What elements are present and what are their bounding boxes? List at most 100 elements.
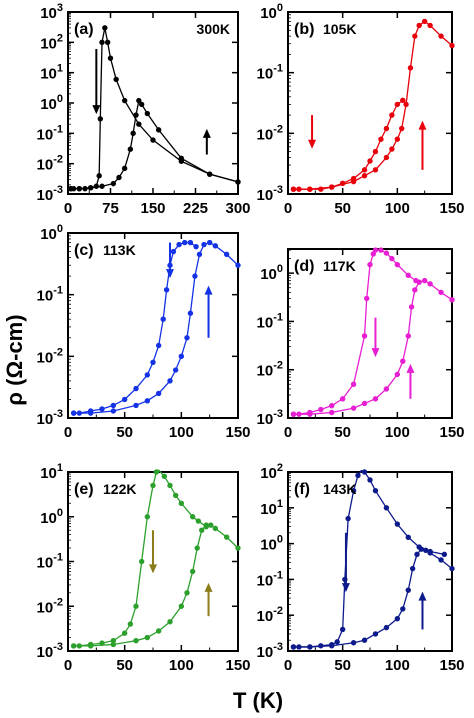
data-point xyxy=(161,473,168,480)
data-point xyxy=(150,482,156,489)
data-point xyxy=(223,534,230,540)
x-tick-label: 75 xyxy=(102,200,119,217)
y-tick-label: 10-3 xyxy=(37,641,63,661)
y-tick-label: 101 xyxy=(40,462,63,482)
data-point xyxy=(178,500,185,506)
data-point xyxy=(350,381,357,387)
data-point xyxy=(167,378,173,384)
data-point xyxy=(290,411,297,417)
data-point xyxy=(329,409,335,416)
x-tick-label: 0 xyxy=(64,200,72,217)
data-point xyxy=(121,165,128,172)
data-point xyxy=(350,640,357,646)
data-point xyxy=(307,644,313,650)
x-tick-label: 150 xyxy=(439,424,464,441)
data-point xyxy=(155,127,162,133)
data-point xyxy=(121,97,128,104)
data-point xyxy=(172,492,179,499)
data-point xyxy=(184,590,190,596)
data-point xyxy=(189,568,196,575)
arrow-head xyxy=(406,363,415,373)
x-tick-label: 150 xyxy=(439,657,464,674)
x-tick-label: 0 xyxy=(284,424,292,441)
data-point xyxy=(412,33,418,39)
data-point xyxy=(383,624,390,631)
x-tick-label: 0 xyxy=(64,657,72,674)
data-point xyxy=(110,180,117,187)
data-point xyxy=(133,112,139,118)
data-point xyxy=(400,606,406,612)
data-point xyxy=(178,603,185,609)
panel-temperature-label: 113K xyxy=(103,242,136,258)
y-tick-label: 10-1 xyxy=(37,552,63,572)
x-tick-label: 100 xyxy=(169,657,194,674)
series-line-warming xyxy=(293,20,453,190)
data-point xyxy=(394,371,401,378)
data-point xyxy=(176,241,182,248)
data-point xyxy=(196,251,203,258)
data-point xyxy=(235,545,241,551)
data-point xyxy=(383,154,390,161)
data-point xyxy=(150,137,156,143)
data-point xyxy=(121,396,128,403)
data-point xyxy=(212,525,219,532)
data-point xyxy=(87,643,94,649)
arrow-head xyxy=(341,583,350,593)
data-point xyxy=(378,136,384,142)
data-point xyxy=(121,630,128,636)
data-point xyxy=(133,637,139,644)
data-point xyxy=(201,241,207,248)
data-point xyxy=(144,514,151,520)
x-tick-label: 100 xyxy=(385,657,410,674)
data-point xyxy=(167,619,173,625)
y-tick-label: 10-1 xyxy=(37,285,63,305)
data-point xyxy=(389,112,395,118)
data-point xyxy=(441,551,448,558)
data-point xyxy=(405,333,411,339)
data-point xyxy=(178,353,185,360)
data-point xyxy=(99,183,105,189)
data-point xyxy=(182,239,188,246)
y-tick-label: 10-2 xyxy=(37,596,63,616)
data-point xyxy=(403,101,409,108)
y-tick-label: 102 xyxy=(260,462,283,482)
data-point xyxy=(405,534,411,540)
plot-frame xyxy=(287,11,453,195)
data-point xyxy=(99,406,105,412)
y-tick-label: 10-3 xyxy=(37,408,63,428)
data-point xyxy=(155,342,162,349)
y-tick-label: 10-3 xyxy=(257,184,283,204)
data-point xyxy=(318,406,324,413)
x-tick-label: 150 xyxy=(225,657,250,674)
data-point xyxy=(438,33,444,39)
data-point xyxy=(290,186,297,192)
data-point xyxy=(70,410,77,416)
x-tick-label: 50 xyxy=(334,200,351,217)
data-point xyxy=(361,469,368,475)
x-tick-label: 150 xyxy=(140,200,165,217)
data-point xyxy=(203,522,209,528)
data-point xyxy=(355,472,361,479)
x-tick-label: 50 xyxy=(334,424,351,441)
panel-e: 0 50 100 150 10-3 10-2 10-1 100 101 (e) 122K xyxy=(37,462,251,674)
data-point xyxy=(372,396,379,402)
x-axis-label: T (K) xyxy=(233,688,283,713)
data-point xyxy=(427,22,433,29)
data-point xyxy=(155,628,162,634)
data-point xyxy=(178,155,185,162)
data-point xyxy=(372,631,379,637)
panel-temperature-label: 143K xyxy=(323,481,356,497)
arrow-head xyxy=(418,120,427,130)
data-point xyxy=(383,125,390,132)
data-point xyxy=(150,359,156,366)
y-tick-label: 100 xyxy=(40,223,63,243)
data-point xyxy=(372,167,379,173)
data-point xyxy=(350,178,357,185)
data-point xyxy=(361,173,368,179)
data-point xyxy=(350,405,357,411)
arrow-head xyxy=(166,269,174,279)
arrow-head xyxy=(204,582,213,592)
y-tick-label: 10-2 xyxy=(37,154,63,174)
data-point xyxy=(212,243,219,249)
